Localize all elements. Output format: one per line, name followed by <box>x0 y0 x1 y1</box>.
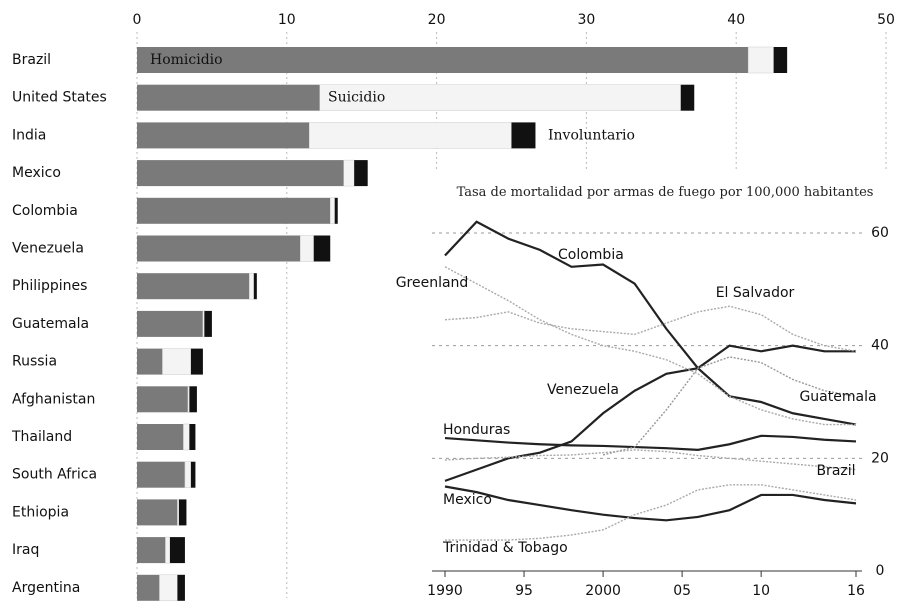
bar-segment <box>137 499 178 526</box>
series-label: Greenland <box>396 275 469 291</box>
y-tick-label: 40 <box>871 338 889 354</box>
bar-segment <box>309 122 512 149</box>
bar-segment <box>773 47 788 73</box>
series-label: Brazil <box>816 463 855 479</box>
x-tick-label: 10 <box>278 12 296 28</box>
bar-segment <box>162 348 192 375</box>
category-label: Russia <box>12 354 57 370</box>
bar-segment <box>300 235 315 262</box>
x-tick-label: 20 <box>428 12 446 28</box>
x-tick-label: 30 <box>577 12 595 28</box>
series-label: El Salvador <box>716 285 795 301</box>
series-line <box>444 485 857 522</box>
bar-segment <box>184 461 192 488</box>
series-line <box>444 434 857 451</box>
bar-segment <box>177 499 180 526</box>
series-label: Trinidad & Tobago <box>442 540 568 556</box>
bar-segment <box>354 160 368 187</box>
category-label: Brazil <box>12 52 51 68</box>
bar-segment <box>137 122 310 149</box>
category-label: Venezuela <box>12 241 84 257</box>
series-label: Colombia <box>558 247 624 263</box>
bar-segment <box>329 197 335 225</box>
bar-segment <box>511 122 536 149</box>
series-label: Honduras <box>443 422 510 438</box>
bar-segment <box>178 499 187 526</box>
category-label: Mexico <box>12 165 61 181</box>
category-label: South Africa <box>12 467 97 483</box>
category-label: Ethiopia <box>12 504 69 520</box>
bar-segment <box>169 537 185 564</box>
bar-segment <box>137 310 203 337</box>
category-label: Guatemala <box>12 316 89 332</box>
series-label: Mexico <box>443 492 492 508</box>
category-label: Thailand <box>11 429 72 445</box>
bar-segment <box>137 574 160 601</box>
category-label: Colombia <box>12 203 78 219</box>
y-tick-label: 60 <box>871 225 889 241</box>
bar-segment <box>187 386 190 413</box>
bar-segment <box>137 348 163 375</box>
x-tick-label: 50 <box>877 12 895 28</box>
series-label: Suicidio <box>328 90 385 106</box>
bar-segment <box>190 348 203 375</box>
bar-segment <box>313 235 331 262</box>
y-tick-label: 0 <box>876 563 885 579</box>
inset-title: Tasa de mortalidad por armas de fuego po… <box>456 185 874 200</box>
series-label: Venezuela <box>547 382 619 398</box>
bar-segment <box>137 273 250 300</box>
series-label: Homicidio <box>150 52 223 68</box>
x-tick-label: 16 <box>847 583 865 599</box>
series-line <box>444 344 856 482</box>
bar-segment <box>137 386 188 413</box>
bar-segment <box>334 197 338 224</box>
category-label: Iraq <box>12 542 39 558</box>
category-label: Philippines <box>12 278 87 294</box>
bar-segment <box>343 159 355 187</box>
x-tick-label: 05 <box>673 583 691 599</box>
x-tick-label: 10 <box>752 583 770 599</box>
series-line <box>444 220 857 426</box>
category-label: Afghanistan <box>12 391 95 407</box>
bar-segment <box>747 46 774 74</box>
bar-segment <box>137 424 184 450</box>
series-line <box>444 266 856 426</box>
bar-segment <box>319 84 682 111</box>
category-label: India <box>12 127 46 143</box>
series-line <box>445 484 857 541</box>
bar-segment <box>137 461 185 488</box>
bar-segment <box>137 84 320 111</box>
x-tick-label: 2000 <box>585 583 621 599</box>
bar-segment <box>253 273 257 300</box>
bar-segment <box>137 47 749 73</box>
bar-segment <box>202 310 205 338</box>
bar-segment <box>159 574 178 602</box>
bar-segment <box>177 574 185 601</box>
bar-segment <box>249 272 255 300</box>
bar-segment <box>137 235 301 262</box>
category-label: Argentina <box>12 580 80 596</box>
bar-segment <box>137 197 331 224</box>
bar-segment <box>165 536 171 564</box>
series-line <box>444 449 857 471</box>
series-label: Guatemala <box>799 389 876 405</box>
bar-segment <box>190 461 196 488</box>
category-label: United States <box>12 90 107 106</box>
bar-segment <box>189 424 196 450</box>
x-tick-label: 0 <box>133 12 142 28</box>
y-tick-label: 20 <box>871 450 889 466</box>
bar-segment <box>204 310 212 337</box>
bar-segment <box>189 386 197 413</box>
bar-segment <box>137 160 344 187</box>
x-tick-label: 1990 <box>427 583 463 599</box>
series-label: Involuntario <box>548 127 635 143</box>
x-tick-label: 95 <box>515 583 533 599</box>
bar-segment <box>183 423 190 451</box>
bar-segment <box>137 537 166 564</box>
x-tick-label: 40 <box>727 12 745 28</box>
bar-segment <box>680 84 695 111</box>
